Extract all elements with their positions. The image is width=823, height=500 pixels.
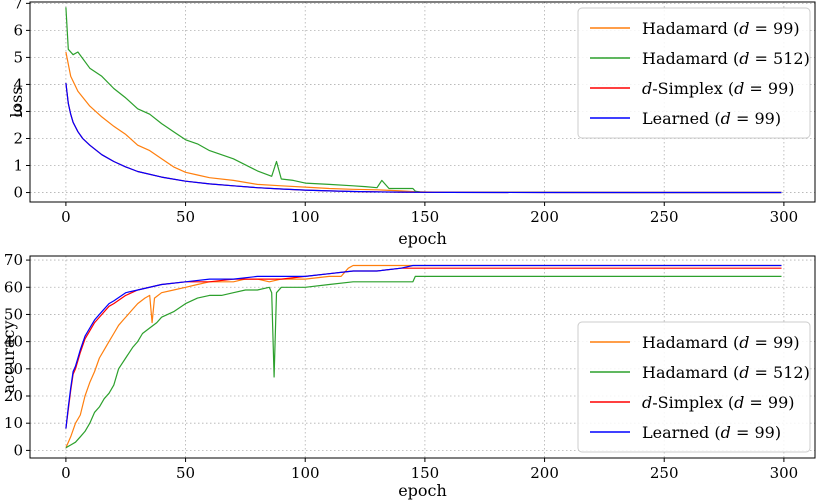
y-tick-label: 5 [13,48,23,66]
legend-box [577,7,811,139]
y-tick-label: 30 [4,360,23,378]
y-tick-label: 6 [13,21,23,39]
x-axis-label: epoch [398,229,447,248]
y-axis-label: loss [7,86,26,117]
legend-box [577,321,811,453]
x-tick-label: 200 [530,464,559,482]
legend-entry-label: Hadamard (d = 512) [642,49,810,68]
x-tick-label: 50 [176,208,195,226]
chart-panel-2: 0 50 100 150 200 250 300 0 10 20 30 40 50 60 70 epoch ac… [0,251,816,500]
legend: Hadamard (d = 99) Hadamard (d = 512) d-Sim… [577,321,811,453]
y-tick-label: 2 [13,129,23,147]
plot-frame [29,1,816,203]
y-tick-label: 0 [13,441,23,459]
legend-entry-label: Hadamard (d = 99) [642,19,800,38]
x-tick-label: 100 [291,464,320,482]
x-tick-label: 0 [61,464,71,482]
series-line-4 [65,83,782,194]
y-tick-label: 60 [4,278,23,296]
legend-entry-label: d-Simplex (d = 99) [642,79,795,98]
y-tick-label: 20 [4,387,23,405]
y-tick-label: 40 [4,333,23,351]
series-line-2 [65,275,782,449]
y-tick-label: 4 [13,75,23,93]
x-axis-label: epoch [398,481,447,500]
series-line-4 [65,264,782,429]
legend-entry-label: Hadamard (d = 99) [642,333,800,352]
x-tick-label: 100 [291,208,320,226]
y-tick-label: 10 [4,414,23,432]
legend-entry-label: Learned (d = 99) [642,423,781,442]
legend-entry-label: Learned (d = 99) [642,109,781,128]
x-tick-label: 50 [176,464,195,482]
y-axis-label: accuracy [0,321,18,394]
x-tick-label: 150 [411,464,440,482]
x-tick-label: 300 [770,464,799,482]
legend-entry-label: d-Simplex (d = 99) [642,393,795,412]
y-tick-label: 0 [13,184,23,202]
y-tick-label: 70 [4,251,23,269]
x-tick-label: 250 [650,464,679,482]
x-tick-label: 200 [530,208,559,226]
plot-frame [29,255,816,459]
x-tick-label: 250 [650,208,679,226]
y-tick-label: 50 [4,305,23,323]
chart-panel-1: 0 50 100 150 200 250 300 0 1 2 3 4 5 6 7 epoch loss Hadam… [7,0,816,248]
x-tick-label: 300 [770,208,799,226]
legend: Hadamard (d = 99) Hadamard (d = 512) d-Sim… [577,7,811,139]
legend-entry-label: Hadamard (d = 512) [642,363,810,382]
y-tick-label: 3 [13,102,23,120]
series-line-2 [65,7,782,194]
series-line-1 [65,264,782,448]
y-tick-label: 7 [13,0,23,12]
y-tick-label: 1 [13,157,23,175]
x-tick-label: 150 [411,208,440,226]
x-tick-label: 0 [61,208,71,226]
